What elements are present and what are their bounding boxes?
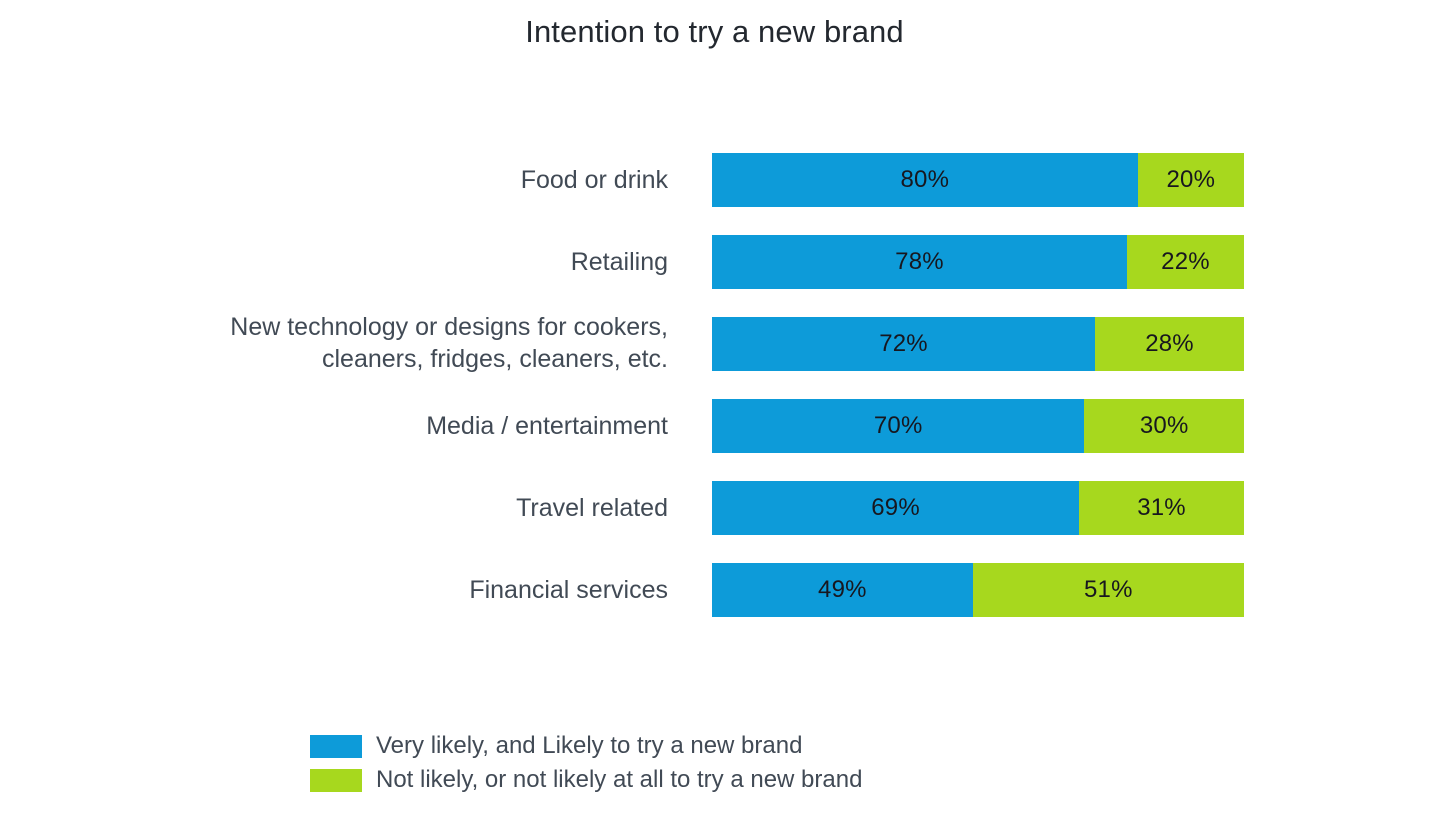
chart-plot-area: Food or drink 80% 20% Retailing 78% 22% New te… [0,153,1429,617]
bar-segment-likely: 70% [712,399,1085,453]
bar-segment-likely: 72% [712,317,1096,371]
chart-row: Retailing 78% 22% [0,235,1429,289]
stacked-bar: 49% 51% [712,563,1244,617]
chart-row: Travel related 69% 31% [0,481,1429,535]
category-label: Financial services [469,576,668,604]
bar-value-label-not-likely: 51% [1084,576,1133,603]
bar-value-label-not-likely: 28% [1145,330,1194,357]
legend-swatch-very-likely [310,734,362,758]
chart-row: Financial services 49% 51% [0,563,1429,617]
legend-item-label: Not likely, or not likely at all to try … [376,766,863,793]
legend-item[interactable]: Very likely, and Likely to try a new bra… [310,731,1210,761]
bar-segment-not-likely: 20% [1137,153,1244,207]
chart-row: Media / entertainment 70% 30% [0,399,1429,453]
bar-segment-not-likely: 30% [1084,399,1244,453]
bar-value-label-not-likely: 31% [1137,494,1186,521]
bar-segment-likely: 78% [712,235,1127,289]
chart-legend: Very likely, and Likely to try a new bra… [310,731,1210,799]
bar-segment-likely: 80% [712,153,1138,207]
bar-segment-likely: 49% [712,563,973,617]
bar-value-label-likely: 49% [818,576,867,603]
chart-row: New technology or designs for cookers, c… [0,313,1429,373]
stacked-bar: 80% 20% [712,153,1244,207]
bar-segment-likely: 69% [712,481,1080,535]
bar-value-label-likely: 72% [879,330,928,357]
category-label: New technology or designs for cookers, c… [230,313,668,373]
chart-row: Food or drink 80% 20% [0,153,1429,207]
bar-segment-not-likely: 28% [1095,317,1244,371]
bar-value-label-likely: 80% [900,166,950,193]
page-title: Intention to try a new brand [525,14,904,49]
bar-value-label-likely: 70% [873,412,923,439]
stacked-bar: 70% 30% [712,399,1244,453]
bar-segment-not-likely: 31% [1079,481,1244,535]
bar-value-label-likely: 69% [871,494,920,521]
stacked-bar: 72% 28% [712,317,1244,371]
category-label: Retailing [570,248,668,276]
legend-swatch-not-likely [310,768,362,792]
legend-item[interactable]: Not likely, or not likely at all to try … [310,765,1210,795]
bar-value-label-not-likely: 22% [1161,248,1210,275]
bar-value-label-not-likely: 30% [1139,412,1189,439]
stacked-bar: 78% 22% [712,235,1244,289]
bar-value-label-likely: 78% [895,248,944,275]
legend-item-label: Very likely, and Likely to try a new bra… [376,732,803,759]
category-label: Travel related [516,494,668,522]
bar-segment-not-likely: 51% [972,563,1244,617]
bar-value-label-not-likely: 20% [1166,166,1216,193]
bar-segment-not-likely: 22% [1126,235,1244,289]
category-label: Media / entertainment [426,412,668,440]
category-label: Food or drink [520,166,668,194]
stacked-bar: 69% 31% [712,481,1244,535]
